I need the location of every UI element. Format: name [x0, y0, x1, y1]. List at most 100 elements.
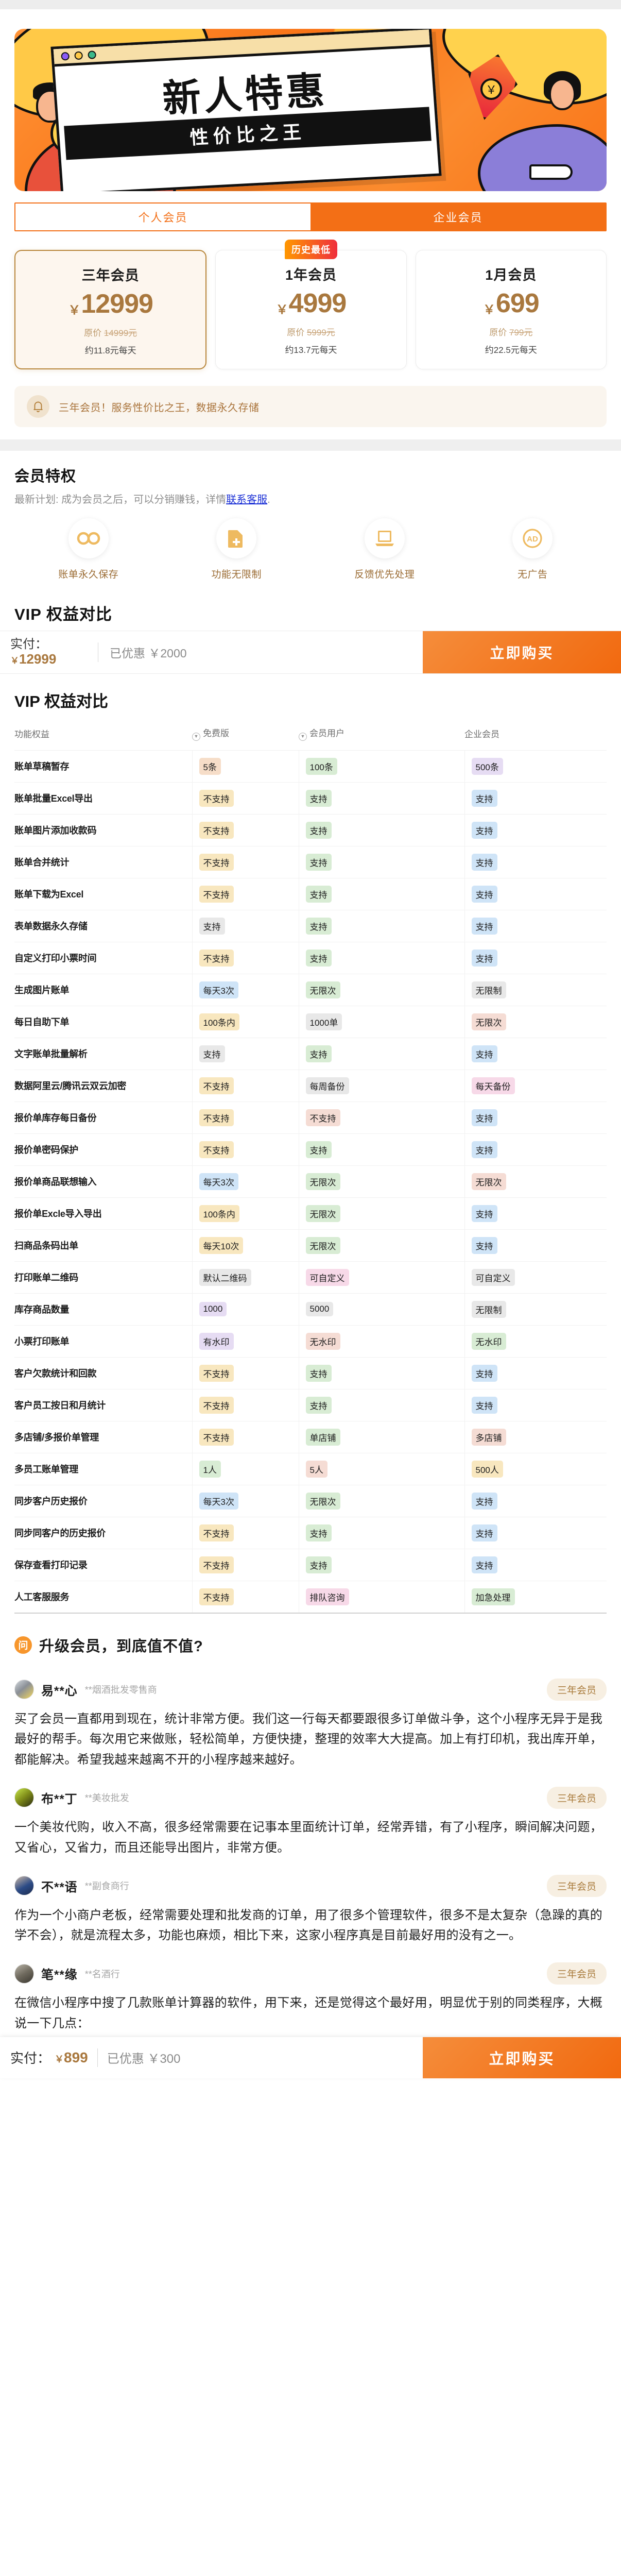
cell-free: 100条内: [192, 1006, 299, 1038]
cell-feature: 同步同客户的历史报价: [14, 1517, 192, 1549]
table-row: 报价单Excle导入导出 100条内 无限次 支持: [14, 1197, 607, 1230]
privilege-item-permanent-storage[interactable]: 账单永久保存: [14, 518, 163, 581]
table-row: 报价单密码保护 不支持 支持 支持: [14, 1133, 607, 1166]
lowest-price-badge: 历史最低: [284, 240, 337, 259]
buy-now-button[interactable]: 立即购买: [423, 2037, 621, 2078]
value-pill: 支持: [305, 1141, 332, 1158]
cell-member: 支持: [298, 1133, 464, 1166]
cell-enterprise: 支持: [464, 1389, 607, 1421]
value-pill: 支持: [471, 1524, 497, 1541]
cell-feature: 报价单商品联想输入: [14, 1165, 192, 1198]
cell-enterprise: 500人: [464, 1453, 607, 1485]
plan-card-1year[interactable]: 历史最低 1年会员 ￥4999 原价 5999元 约13.7元每天: [215, 240, 407, 369]
cell-free: 不支持: [192, 782, 299, 815]
cell-enterprise: 支持: [464, 878, 607, 910]
value-pill: 支持: [471, 1109, 497, 1126]
cell-feature: 客户欠款统计和回款: [14, 1357, 192, 1389]
table-row: 账单合并统计 不支持 支持 支持: [14, 846, 607, 878]
cell-member: 支持: [298, 878, 464, 910]
currency-symbol: ￥: [68, 303, 81, 317]
cell-enterprise: 支持: [464, 1133, 607, 1166]
cell-free: 支持: [192, 1038, 299, 1070]
pay-value: ￥12999: [10, 651, 98, 667]
value-pill: 不支持: [199, 1141, 234, 1158]
cell-feature: 账单合并统计: [14, 846, 192, 878]
vip-compare-heading-top: VIP 权益对比: [0, 584, 621, 631]
value-pill: 支持: [471, 853, 497, 871]
value-pill: 支持: [471, 1141, 497, 1158]
value-pill: 支持: [471, 1236, 497, 1254]
tab-personal-member[interactable]: 个人会员: [15, 204, 310, 230]
currency-symbol: ￥: [275, 302, 288, 317]
privilege-item-priority-feedback[interactable]: 反馈优先处理: [310, 518, 459, 581]
shoe-icon: [529, 164, 573, 180]
value-pill: 5000: [305, 1302, 334, 1316]
privilege-item-unlimited-features[interactable]: 功能无限制: [163, 518, 311, 581]
privilege-item-no-ads[interactable]: AD 无广告: [459, 518, 607, 581]
cell-free: 不支持: [192, 1133, 299, 1166]
divider: [97, 2048, 98, 2067]
value-pill: 不支持: [199, 1109, 234, 1126]
table-row: 账单批量Excel导出 不支持 支持 支持: [14, 782, 607, 815]
cell-feature: 数据阿里云/腾讯云双云加密: [14, 1070, 192, 1102]
plan-card-1month[interactable]: 1月会员 ￥699 原价 799元 约22.5元每天: [415, 250, 607, 369]
chevron-down-icon: ▼: [299, 732, 307, 741]
testimonial-card: 易**心 **烟酒批发零售商 三年会员 买了会员一直都用到现在，统计非常方便。我们这一…: [14, 1665, 607, 1773]
cell-feature: 账单批量Excel导出: [14, 782, 192, 815]
chevron-down-icon: ▼: [192, 732, 200, 741]
col-free-label: 免费版: [203, 728, 229, 738]
cell-enterprise: 多店铺: [464, 1421, 607, 1453]
value-pill: 支持: [305, 1045, 332, 1062]
plan-toggle[interactable]: 个人会员 企业会员: [14, 202, 607, 231]
value-pill: 无限制: [471, 981, 506, 998]
cell-feature: 账单图片添加收款码: [14, 814, 192, 846]
question-text: 升级会员，到底值不值?: [39, 1638, 203, 1655]
cell-enterprise: 支持: [464, 1229, 607, 1262]
cell-feature: 库存商品数量: [14, 1293, 192, 1326]
value-pill: 无限制: [471, 1300, 506, 1318]
notice-section: 三年会员！服务性价比之王，数据永久存储: [0, 383, 621, 439]
plan-card-3year[interactable]: 三年会员 ￥12999 原价 14999元 约11.8元每天: [14, 250, 207, 369]
col-free[interactable]: ▼ 免费版: [192, 724, 299, 751]
value-pill: 支持: [199, 1045, 225, 1062]
table-row: 自定义打印小票时间 不支持 支持 支持: [14, 942, 607, 974]
value-pill: 多店铺: [471, 1428, 506, 1446]
contact-support-link[interactable]: 联系客服: [226, 494, 268, 505]
laptop-icon: [364, 518, 405, 558]
cell-enterprise: 支持: [464, 782, 607, 815]
table-row: 报价单商品联想输入 每天3次 无限次 无限次: [14, 1165, 607, 1198]
value-pill: 支持: [305, 1364, 332, 1382]
currency-symbol: ￥: [10, 655, 19, 666]
cell-member: 无限次: [298, 1485, 464, 1517]
testimonial-name: 不**语: [41, 1880, 78, 1894]
infinity-icon: [68, 518, 109, 558]
testimonial-body: 一个美妆代购，收入不高，很多经常需要在记事本里面统计订单，经常弄错，有了小程序，…: [14, 1820, 603, 1855]
sticky-purchase-bar: 实付： ￥899 已优惠 ￥300 立即购买: [0, 2037, 621, 2078]
buy-now-button-top[interactable]: 立即购买: [423, 631, 621, 673]
testimonial-name: 笔**缘: [41, 1968, 78, 1982]
tab-enterprise-member[interactable]: 企业会员: [310, 204, 606, 230]
compare-table-section: VIP 权益对比 功能权益 ▼ 免费版 ▼ 会员用户 企业会员 账单草稿暂存 5条 10…: [0, 674, 621, 1617]
value-pill: 不支持: [199, 1364, 234, 1382]
table-row: 账单下载为Excel 不支持 支持 支持: [14, 878, 607, 910]
currency-symbol: ￥: [482, 302, 495, 317]
promo-banner[interactable]: ￥ ★ 新人特惠 性价比之王: [14, 29, 607, 191]
original-amount: 14999元: [104, 328, 137, 338]
value-pill: 不支持: [199, 885, 234, 903]
cell-member: 支持: [298, 910, 464, 942]
value-pill: 支持: [305, 917, 332, 935]
col-member[interactable]: ▼ 会员用户: [299, 724, 464, 751]
plan-price: ￥12999: [20, 291, 201, 317]
testimonial-body: 作为一个小商户老板，经常需要处理和批发商的订单，用了很多个管理软件，很多不是太复…: [14, 1908, 603, 1943]
privileges-subtitle-suffix: .: [267, 494, 270, 505]
col-feature: 功能权益: [14, 724, 192, 751]
cell-enterprise: 支持: [464, 1197, 607, 1230]
table-row: 账单草稿暂存 5条 100条 500条: [14, 750, 607, 783]
value-pill: 不支持: [199, 1556, 234, 1573]
value-pill: 支持: [305, 821, 332, 839]
cell-feature: 小票打印账单: [14, 1325, 192, 1358]
cell-member: 支持: [298, 1549, 464, 1581]
table-row: 扫商品条码出单 每天10次 无限次 支持: [14, 1229, 607, 1262]
cell-enterprise: 支持: [464, 1549, 607, 1581]
original-label: 原价: [489, 328, 507, 337]
